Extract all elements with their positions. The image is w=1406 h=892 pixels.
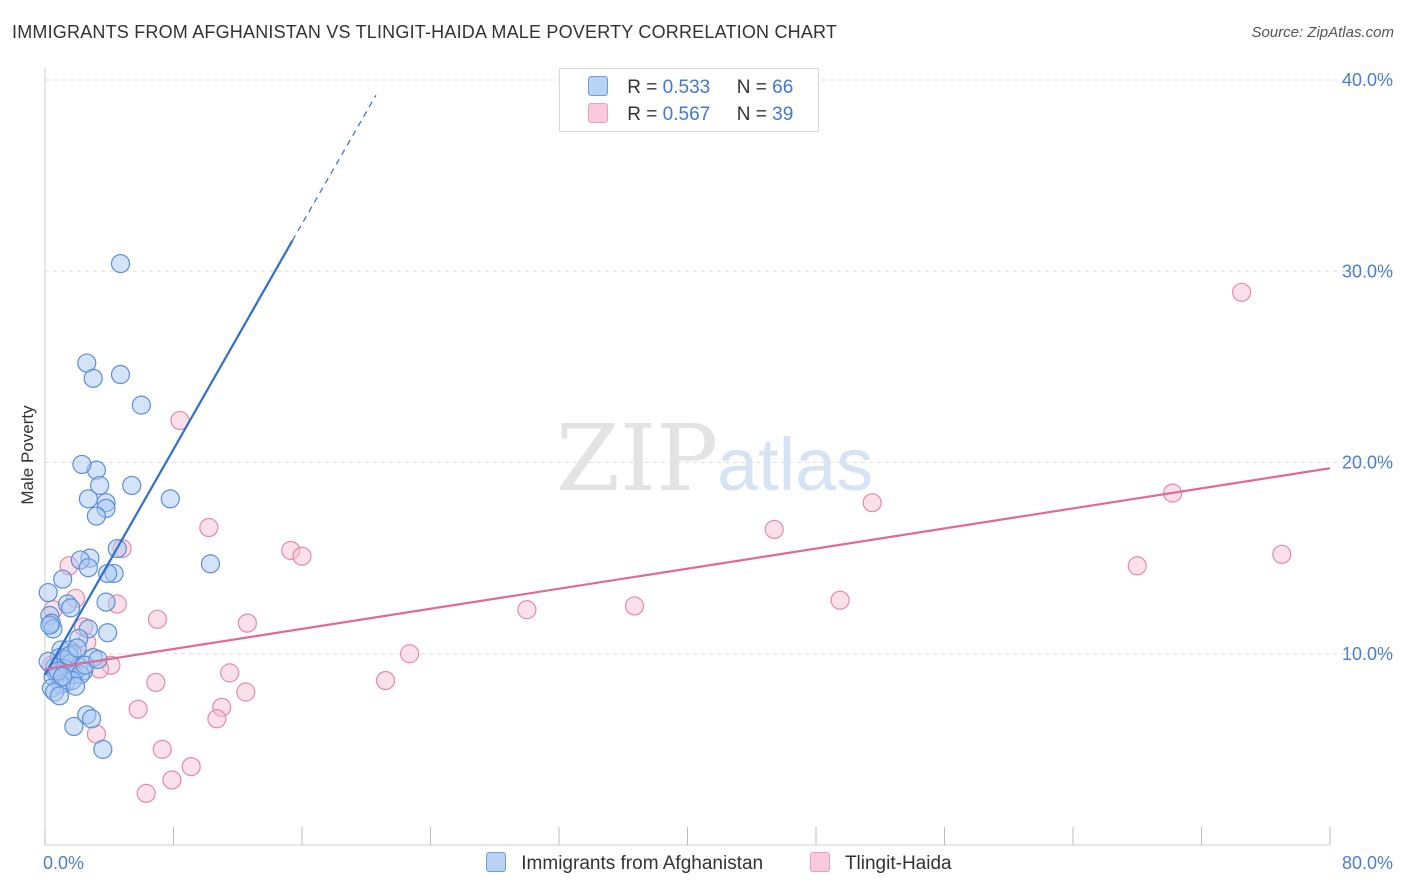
axes: [44, 68, 1331, 846]
data-point-afghanistan: [49, 686, 70, 706]
data-point-tlingit-haida: [152, 739, 172, 759]
series-afghanistan: [38, 254, 221, 759]
trend-line-afghanistan: [44, 240, 294, 676]
y-tick-label: 10.0%: [1342, 644, 1393, 664]
data-point-afghanistan: [160, 489, 180, 509]
data-point-afghanistan: [53, 667, 73, 687]
data-point-afghanistan: [40, 615, 60, 635]
legend: R = 0.533 N = 66 R = 0.567 N = 39: [559, 68, 819, 132]
x-tick-label: 0.0%: [43, 853, 84, 873]
data-point-tlingit-haida: [199, 517, 219, 538]
y-tick-label: 20.0%: [1342, 453, 1393, 473]
data-point-tlingit-haida: [624, 596, 645, 616]
gridlines: [45, 79, 1395, 655]
data-point-afghanistan: [131, 395, 151, 415]
legend-n-label: N =: [736, 104, 767, 125]
data-point-tlingit-haida: [292, 546, 312, 566]
legend-r-value: 0.533: [662, 77, 711, 98]
bottom-legend-afghanistan: Immigrants from Afghanistan: [486, 852, 763, 875]
legend-swatch-blue: [588, 76, 608, 96]
legend-n-value: 66: [772, 77, 794, 98]
legend-n-label: N =: [736, 77, 767, 98]
data-point-afghanistan: [86, 506, 107, 526]
data-point-tlingit-haida: [237, 613, 257, 633]
trend-line-afghanistan-extension: [291, 95, 377, 241]
chart-title: IMMIGRANTS FROM AFGHANISTAN VS TLINGIT-H…: [12, 22, 838, 42]
data-point-tlingit-haida: [862, 493, 882, 513]
bottom-legend-tlingit: Tlingit-Haida: [810, 852, 952, 875]
series-tlingit-haida: [41, 282, 1292, 803]
trend-line-tlingit-haida: [44, 467, 1331, 671]
data-point-tlingit-haida: [207, 709, 227, 729]
y-tick-label: 30.0%: [1342, 261, 1393, 281]
data-point-tlingit-haida: [375, 670, 396, 691]
x-tick-labels: 0.0% 80.0%: [43, 853, 1393, 873]
legend-row-afghanistan: R = 0.533 N = 66: [588, 76, 793, 100]
data-point-afghanistan: [53, 569, 73, 589]
data-point-tlingit-haida: [220, 663, 240, 683]
bottom-legend-swatch-pink: [810, 852, 830, 872]
data-point-tlingit-haida: [147, 609, 168, 629]
data-point-afghanistan: [96, 592, 116, 612]
bottom-legend-swatch-blue: [486, 852, 506, 872]
data-point-afghanistan: [72, 454, 92, 475]
data-point-afghanistan: [78, 558, 98, 578]
data-point-tlingit-haida: [136, 783, 156, 803]
data-point-afghanistan: [83, 368, 103, 388]
y-tick-label: 40.0%: [1342, 70, 1393, 90]
legend-r-value: 0.567: [662, 104, 711, 125]
x-tick-label: 80.0%: [1342, 853, 1393, 873]
data-point-afghanistan: [98, 563, 118, 584]
data-point-tlingit-haida: [400, 644, 420, 664]
bottom-legend-label: Immigrants from Afghanistan: [521, 853, 764, 874]
watermark-zip: ZIP: [556, 405, 718, 512]
legend-r-label: R =: [627, 104, 658, 125]
bottom-legend-label: Tlingit-Haida: [844, 853, 952, 874]
data-point-afghanistan: [61, 598, 81, 618]
data-point-afghanistan: [81, 709, 102, 729]
data-point-afghanistan: [98, 623, 118, 643]
data-point-afghanistan: [65, 676, 86, 696]
data-point-tlingit-haida: [1272, 544, 1292, 564]
legend-r-label: R =: [627, 77, 658, 98]
data-point-afghanistan: [93, 739, 113, 759]
data-point-tlingit-haida: [1127, 556, 1147, 576]
data-point-tlingit-haida: [162, 770, 182, 790]
data-point-tlingit-haida: [236, 682, 256, 702]
data-point-afghanistan: [110, 364, 131, 385]
watermark-atlas: atlas: [717, 423, 873, 506]
data-point-afghanistan: [110, 254, 131, 274]
legend-swatch-pink: [588, 103, 608, 123]
data-point-tlingit-haida: [128, 699, 148, 719]
y-tick-labels: 10.0% 20.0% 30.0% 40.0%: [1342, 70, 1393, 664]
data-point-tlingit-haida: [1232, 282, 1252, 302]
data-point-tlingit-haida: [764, 519, 784, 540]
data-point-tlingit-haida: [517, 600, 537, 620]
data-point-afghanistan: [122, 475, 142, 496]
source-label: Source: ZipAtlas.com: [1251, 24, 1394, 41]
data-point-afghanistan: [90, 475, 110, 496]
data-point-afghanistan: [38, 582, 58, 603]
data-point-tlingit-haida: [146, 672, 166, 693]
data-point-afghanistan: [64, 716, 84, 737]
legend-row-tlingit: R = 0.567 N = 39: [588, 103, 793, 127]
data-point-tlingit-haida: [830, 590, 850, 610]
legend-n-value: 39: [772, 104, 794, 125]
data-point-afghanistan: [78, 489, 98, 509]
trend-lines: [44, 95, 1331, 676]
data-point-afghanistan: [200, 554, 221, 574]
data-point-tlingit-haida: [181, 756, 201, 777]
data-point-afghanistan: [67, 638, 87, 658]
